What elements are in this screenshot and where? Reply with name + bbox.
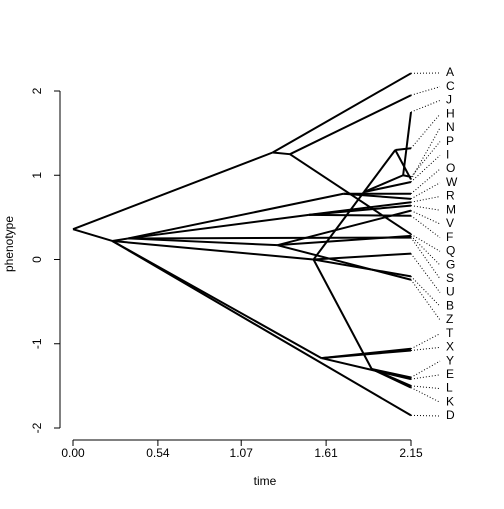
tip-label: W bbox=[446, 175, 458, 189]
tip-label: N bbox=[446, 120, 455, 134]
tip-connector bbox=[411, 276, 440, 306]
tip-label: Q bbox=[446, 244, 455, 258]
branch bbox=[395, 148, 411, 150]
branch bbox=[273, 73, 411, 152]
tip-connector bbox=[411, 375, 440, 379]
tip-connector bbox=[411, 415, 440, 416]
tip-label: H bbox=[446, 106, 455, 120]
y-tick-label: 0 bbox=[30, 256, 44, 263]
tip-label: S bbox=[446, 271, 454, 285]
tip-label: P bbox=[446, 134, 454, 148]
tip-label: M bbox=[446, 202, 456, 216]
branch bbox=[277, 245, 411, 280]
branch bbox=[273, 153, 290, 155]
tip-label: E bbox=[446, 367, 454, 381]
tip-connector bbox=[411, 386, 440, 389]
branch bbox=[73, 153, 273, 230]
x-tick-label: 0.54 bbox=[146, 446, 170, 460]
x-tick-label: 2.15 bbox=[399, 446, 423, 460]
tip-connector bbox=[411, 254, 440, 293]
branch bbox=[128, 238, 411, 239]
tip-label: Y bbox=[446, 353, 454, 367]
tip-connector bbox=[411, 169, 440, 194]
tip-label: V bbox=[446, 216, 454, 230]
y-axis-label: phenotype bbox=[2, 216, 16, 272]
tip-connector bbox=[411, 216, 440, 238]
tip-label: G bbox=[446, 257, 455, 271]
branch bbox=[309, 206, 411, 215]
tip-label: K bbox=[446, 394, 454, 408]
tip-label: T bbox=[446, 326, 454, 340]
branch bbox=[128, 194, 343, 239]
branch bbox=[321, 358, 411, 379]
branch bbox=[73, 229, 112, 241]
tip-connector bbox=[411, 238, 440, 279]
y-tick-label: 1 bbox=[30, 172, 44, 179]
tip-label: B bbox=[446, 298, 454, 312]
tip-label: Z bbox=[446, 312, 453, 326]
tip-connector bbox=[411, 347, 440, 350]
branch bbox=[309, 215, 411, 216]
tip-connector bbox=[411, 87, 440, 95]
tip-connector bbox=[411, 155, 440, 182]
tip-connector bbox=[411, 100, 440, 112]
tip-connector bbox=[411, 236, 440, 265]
tip-connector bbox=[411, 183, 440, 199]
branch bbox=[314, 260, 372, 370]
tip-label: O bbox=[446, 161, 455, 175]
tip-connector bbox=[411, 114, 440, 148]
tip-label: A bbox=[446, 65, 454, 79]
tip-label: J bbox=[446, 93, 452, 107]
tip-connector bbox=[411, 206, 440, 211]
tip-label: F bbox=[446, 230, 453, 244]
tip-label: C bbox=[446, 79, 455, 93]
y-tick-label: 2 bbox=[30, 87, 44, 94]
x-tick-label: 1.61 bbox=[314, 446, 338, 460]
tip-connector bbox=[411, 234, 440, 251]
x-axis-label: time bbox=[254, 474, 277, 488]
tip-label: I bbox=[446, 147, 449, 161]
tip-connector bbox=[411, 388, 440, 403]
tip-connector bbox=[411, 334, 440, 349]
branch bbox=[128, 215, 309, 239]
tip-label: X bbox=[446, 340, 454, 354]
tip-label: L bbox=[446, 381, 453, 395]
tip-connector bbox=[411, 196, 440, 202]
tip-label: D bbox=[446, 408, 455, 422]
tip-label: R bbox=[446, 189, 455, 203]
y-tick-label: -1 bbox=[30, 338, 44, 349]
tip-connector bbox=[411, 211, 440, 224]
branch bbox=[290, 95, 411, 154]
tip-connector bbox=[411, 280, 440, 320]
y-tick-label: -2 bbox=[30, 422, 44, 433]
tip-label: U bbox=[446, 285, 455, 299]
x-tick-label: 0.00 bbox=[61, 446, 85, 460]
x-tick-label: 1.07 bbox=[230, 446, 254, 460]
